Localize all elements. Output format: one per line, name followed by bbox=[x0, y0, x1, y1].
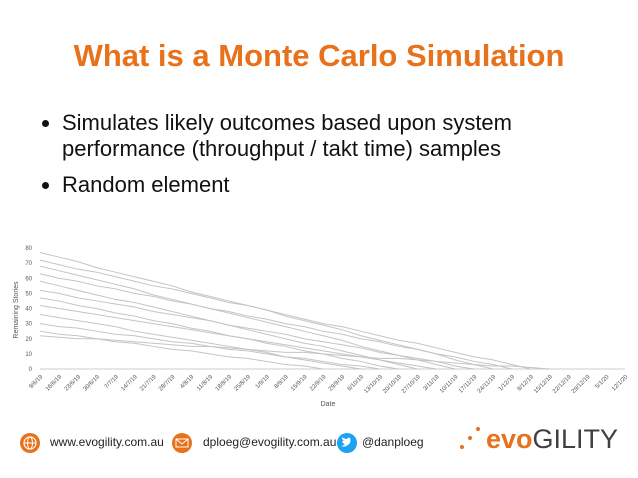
y-tick-label: 50 bbox=[25, 291, 32, 297]
y-tick-label: 0 bbox=[29, 367, 33, 373]
logo-dot bbox=[476, 427, 480, 431]
slide-title: What is a Monte Carlo Simulation bbox=[73, 38, 565, 73]
website: www.evogility.com.au bbox=[50, 435, 164, 449]
y-tick-label: 70 bbox=[25, 261, 32, 267]
twitter-bird bbox=[341, 437, 351, 447]
simulation-line bbox=[39, 273, 512, 370]
y-tick-label: 20 bbox=[25, 337, 32, 343]
y-tick-label: 60 bbox=[25, 276, 32, 282]
twitter-handle: @danploeg bbox=[362, 435, 424, 449]
bullet-list: Simulates likely outcomes based upon sys… bbox=[40, 110, 622, 208]
logo: evoGILITY bbox=[486, 424, 618, 455]
simulation-line bbox=[39, 335, 550, 370]
logo-prefix: evo bbox=[486, 424, 533, 454]
y-tick-label: 30 bbox=[25, 322, 32, 328]
logo-suffix: GILITY bbox=[532, 424, 619, 454]
chart: Remaining Stories Date 0 10 20 30 40 50 60 70 80… bbox=[13, 246, 630, 408]
bullet: Simulates likely outcomes based upon sys… bbox=[62, 110, 622, 162]
email-icon bbox=[172, 433, 192, 453]
email: dploeg@evogility.com.au bbox=[203, 435, 337, 449]
bullet: Random element bbox=[62, 172, 622, 198]
y-tick-label: 10 bbox=[25, 352, 32, 358]
email-icon-flap bbox=[175, 438, 189, 445]
simulation-line bbox=[39, 289, 475, 370]
x-axis-label: Date bbox=[321, 401, 336, 408]
email-icon-envelope bbox=[175, 438, 189, 448]
y-tick-label: 40 bbox=[25, 307, 32, 313]
simulation-line bbox=[39, 259, 531, 370]
globe-icon-line bbox=[27, 436, 33, 450]
simulation-line bbox=[39, 330, 324, 370]
simulation-line bbox=[39, 265, 456, 370]
y-tick-label: 80 bbox=[25, 246, 32, 252]
logo-dot bbox=[468, 436, 472, 440]
y-axis-label: Remaining Stories bbox=[13, 281, 20, 339]
simulation-line bbox=[39, 304, 437, 370]
logo-dot bbox=[460, 445, 464, 449]
simulation-line bbox=[39, 314, 361, 370]
simulation-line bbox=[39, 297, 399, 370]
